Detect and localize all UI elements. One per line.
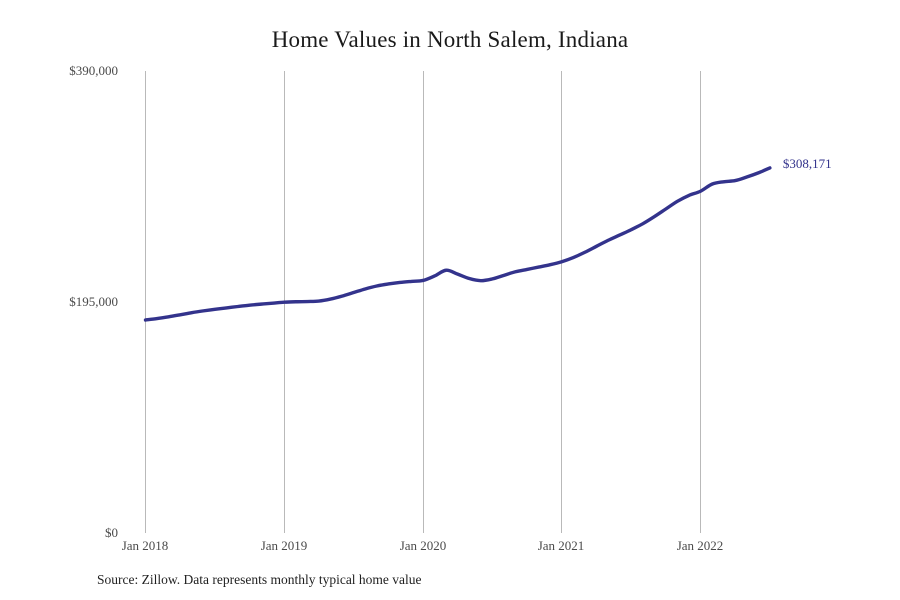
x-axis-tick-jan-2021: Jan 2021 <box>537 538 585 553</box>
chart-title: Home Values in North Salem, Indiana <box>271 27 629 52</box>
y-axis-tick-mid: $195,000 <box>69 294 118 309</box>
x-axis-tick-jan-2020: Jan 2020 <box>399 538 447 553</box>
y-axis-tick-top: $390,000 <box>69 63 118 78</box>
gridlines <box>145 71 701 533</box>
endpoint-value-label: $308,171 <box>782 155 832 171</box>
x-axis-tick-jan-2019: Jan 2019 <box>260 538 308 553</box>
y-axis-tick-zero: $0 <box>105 525 118 540</box>
home-value-line-series <box>143 166 772 322</box>
x-axis-tick-jan-2022: Jan 2022 <box>676 538 724 553</box>
x-axis-tick-jan-2018: Jan 2018 <box>121 538 169 553</box>
source-note: Source: Zillow. Data represents monthly … <box>97 572 422 587</box>
